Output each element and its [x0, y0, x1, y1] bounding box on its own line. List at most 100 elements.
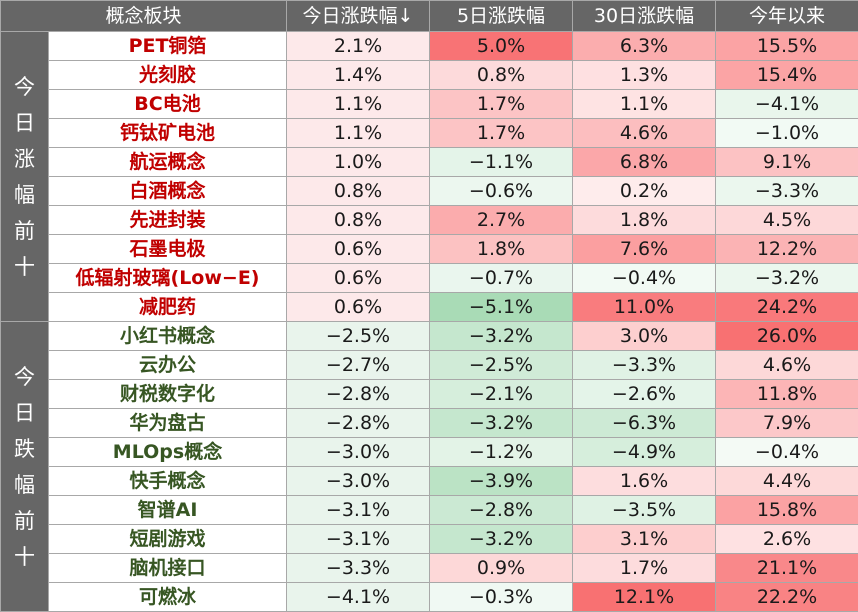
table-row[interactable]: 可燃冰−4.1%−0.3%12.1%22.2% [1, 583, 858, 612]
cell-sector-name[interactable]: 短剧游戏 [49, 525, 287, 554]
cell-today: −3.1% [287, 525, 430, 554]
cell-ytd: 2.6% [716, 525, 858, 554]
cell-ytd: −3.3% [716, 177, 858, 206]
cell-sector-name[interactable]: 光刻胶 [49, 61, 287, 90]
cell-sector-name[interactable]: 可燃冰 [49, 583, 287, 612]
group-label-text: 今日跌幅前十 [14, 359, 36, 575]
cell-5d: −3.2% [430, 409, 573, 438]
cell-sector-name[interactable]: 石墨电极 [49, 235, 287, 264]
cell-5d: −2.5% [430, 351, 573, 380]
cell-sector-name[interactable]: 钙钛矿电池 [49, 119, 287, 148]
group-label-top-losers: 今日跌幅前十 [1, 322, 49, 612]
cell-30d: −3.5% [573, 496, 716, 525]
group-label-text: 今日涨幅前十 [14, 69, 36, 285]
cell-today: 0.6% [287, 235, 430, 264]
cell-sector-name[interactable]: 智谱AI [49, 496, 287, 525]
cell-today: 1.1% [287, 90, 430, 119]
cell-5d: 5.0% [430, 32, 573, 61]
cell-sector-name[interactable]: BC电池 [49, 90, 287, 119]
cell-sector-name[interactable]: 白酒概念 [49, 177, 287, 206]
cell-5d: −0.7% [430, 264, 573, 293]
cell-5d: −1.2% [430, 438, 573, 467]
cell-sector-name[interactable]: MLOps概念 [49, 438, 287, 467]
cell-sector-name[interactable]: 华为盘古 [49, 409, 287, 438]
cell-5d: −2.1% [430, 380, 573, 409]
cell-5d: 1.8% [430, 235, 573, 264]
table-row[interactable]: 低辐射玻璃(Low−E)0.6%−0.7%−0.4%−3.2% [1, 264, 858, 293]
cell-ytd: 15.8% [716, 496, 858, 525]
cell-today: −3.1% [287, 496, 430, 525]
cell-30d: −2.6% [573, 380, 716, 409]
table-row[interactable]: 脑机接口−3.3%0.9%1.7%21.1% [1, 554, 858, 583]
cell-sector-name[interactable]: 快手概念 [49, 467, 287, 496]
cell-today: −2.8% [287, 380, 430, 409]
cell-30d: 11.0% [573, 293, 716, 322]
cell-ytd: −0.4% [716, 438, 858, 467]
cell-today: 1.0% [287, 148, 430, 177]
cell-5d: −3.2% [430, 525, 573, 554]
cell-ytd: 26.0% [716, 322, 858, 351]
cell-5d: 0.8% [430, 61, 573, 90]
cell-ytd: −4.1% [716, 90, 858, 119]
cell-30d: 1.8% [573, 206, 716, 235]
cell-today: −2.8% [287, 409, 430, 438]
table-row[interactable]: 快手概念−3.0%−3.9%1.6%4.4% [1, 467, 858, 496]
cell-today: −2.5% [287, 322, 430, 351]
column-header-today[interactable]: 今日涨跌幅↓ [287, 1, 430, 32]
cell-today: 1.1% [287, 119, 430, 148]
cell-ytd: −1.0% [716, 119, 858, 148]
group-label-top-gainers: 今日涨幅前十 [1, 32, 49, 322]
column-header-5d[interactable]: 5日涨跌幅 [430, 1, 573, 32]
table-row[interactable]: MLOps概念−3.0%−1.2%−4.9%−0.4% [1, 438, 858, 467]
cell-ytd: −3.2% [716, 264, 858, 293]
cell-sector-name[interactable]: 先进封装 [49, 206, 287, 235]
cell-30d: 12.1% [573, 583, 716, 612]
column-header-sector: 概念板块 [1, 1, 287, 32]
cell-sector-name[interactable]: PET铜箔 [49, 32, 287, 61]
table-row[interactable]: 华为盘古−2.8%−3.2%−6.3%7.9% [1, 409, 858, 438]
cell-today: 0.6% [287, 264, 430, 293]
cell-ytd: 4.6% [716, 351, 858, 380]
cell-sector-name[interactable]: 航运概念 [49, 148, 287, 177]
cell-sector-name[interactable]: 脑机接口 [49, 554, 287, 583]
cell-ytd: 15.5% [716, 32, 858, 61]
cell-sector-name[interactable]: 小红书概念 [49, 322, 287, 351]
cell-30d: 6.8% [573, 148, 716, 177]
cell-sector-name[interactable]: 财税数字化 [49, 380, 287, 409]
cell-5d: 0.9% [430, 554, 573, 583]
cell-5d: −3.9% [430, 467, 573, 496]
table-row[interactable]: 云办公−2.7%−2.5%−3.3%4.6% [1, 351, 858, 380]
column-header-ytd[interactable]: 今年以来 [716, 1, 858, 32]
cell-5d: −0.6% [430, 177, 573, 206]
header-row: 概念板块 今日涨跌幅↓ 5日涨跌幅 30日涨跌幅 今年以来 [1, 1, 858, 32]
cell-5d: −5.1% [430, 293, 573, 322]
cell-sector-name[interactable]: 低辐射玻璃(Low−E) [49, 264, 287, 293]
cell-30d: −4.9% [573, 438, 716, 467]
cell-30d: −6.3% [573, 409, 716, 438]
cell-30d: 1.3% [573, 61, 716, 90]
cell-sector-name[interactable]: 云办公 [49, 351, 287, 380]
table-row[interactable]: 短剧游戏−3.1%−3.2%3.1%2.6% [1, 525, 858, 554]
cell-5d: −3.2% [430, 322, 573, 351]
table-row[interactable]: 今日跌幅前十小红书概念−2.5%−3.2%3.0%26.0% [1, 322, 858, 351]
cell-sector-name[interactable]: 减肥药 [49, 293, 287, 322]
cell-ytd: 24.2% [716, 293, 858, 322]
cell-5d: −2.8% [430, 496, 573, 525]
table-row[interactable]: 智谱AI−3.1%−2.8%−3.5%15.8% [1, 496, 858, 525]
cell-today: −3.0% [287, 467, 430, 496]
column-header-30d[interactable]: 30日涨跌幅 [573, 1, 716, 32]
cell-ytd: 9.1% [716, 148, 858, 177]
cell-ytd: 22.2% [716, 583, 858, 612]
cell-30d: 6.3% [573, 32, 716, 61]
table-row[interactable]: 财税数字化−2.8%−2.1%−2.6%11.8% [1, 380, 858, 409]
